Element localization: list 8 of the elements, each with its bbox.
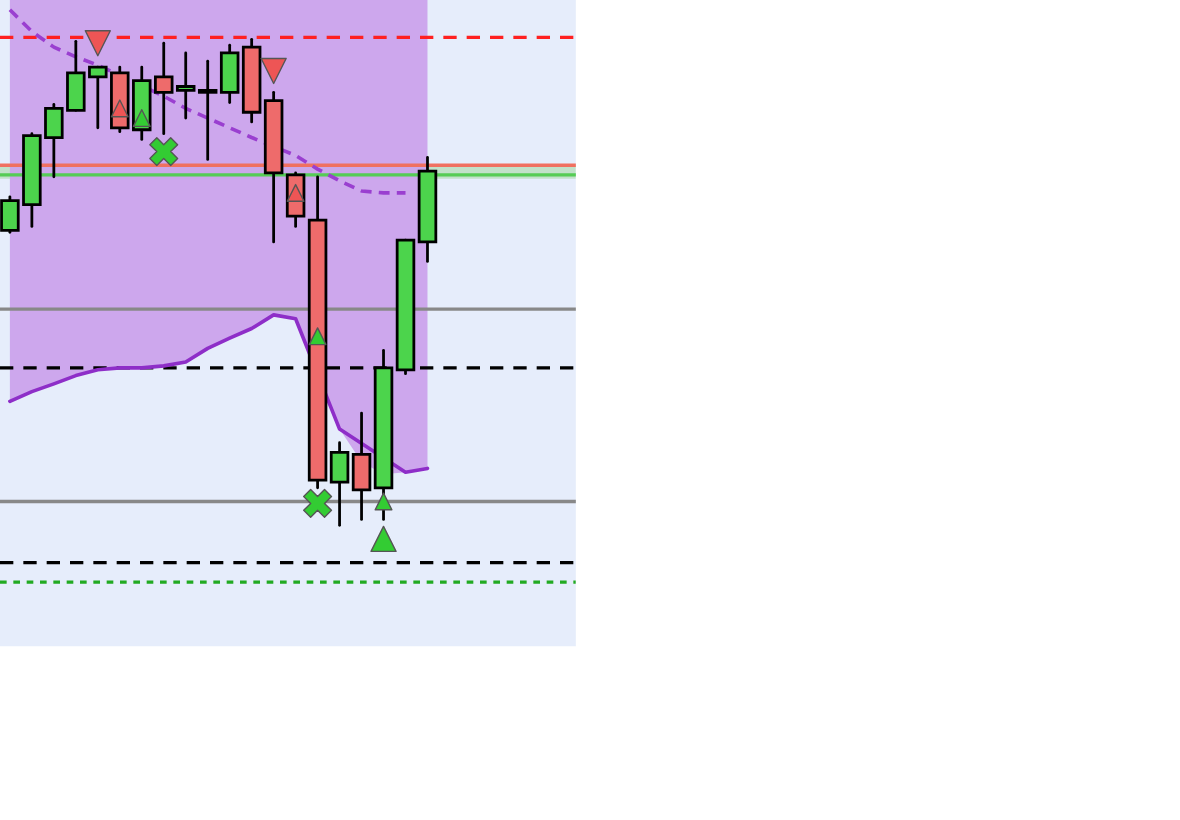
point [308, 327, 327, 346]
point [303, 488, 333, 518]
point [374, 492, 393, 511]
point [260, 57, 287, 85]
point [370, 525, 397, 553]
point [132, 109, 151, 128]
point [149, 137, 179, 167]
point [84, 30, 112, 57]
